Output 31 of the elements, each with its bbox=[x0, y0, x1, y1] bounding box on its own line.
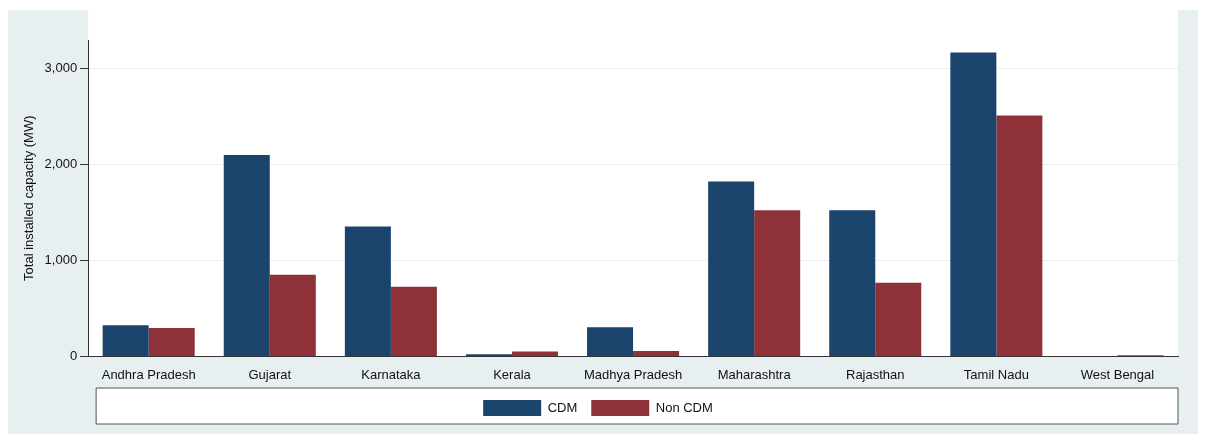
x-tick-label: Maharashtra bbox=[717, 366, 792, 382]
bar bbox=[102, 325, 149, 356]
y-tick-label: 1,000 bbox=[44, 252, 78, 268]
bar bbox=[754, 210, 801, 356]
bar bbox=[875, 282, 922, 356]
bar bbox=[950, 52, 997, 356]
bar bbox=[390, 286, 437, 356]
bar bbox=[587, 327, 634, 356]
y-tick-label: 0 bbox=[69, 347, 78, 363]
bar bbox=[829, 210, 876, 356]
x-tick-label: Andhra Pradesh bbox=[101, 366, 196, 382]
legend-label: Non CDM bbox=[655, 399, 713, 415]
bar bbox=[344, 226, 391, 356]
x-tick-label: Kerala bbox=[493, 366, 532, 382]
bar bbox=[996, 115, 1043, 356]
x-tick-label: Karnataka bbox=[361, 366, 422, 382]
bar bbox=[223, 155, 270, 356]
x-tick-label: Madhya Pradesh bbox=[583, 366, 683, 382]
bar bbox=[511, 351, 558, 356]
bar bbox=[269, 274, 316, 356]
y-tick-label: 2,000 bbox=[44, 156, 78, 172]
bar bbox=[708, 181, 755, 356]
y-axis-title: Total installed capacity (MW) bbox=[21, 115, 37, 281]
x-tick-label: Tamil Nadu bbox=[963, 366, 1029, 382]
x-tick-label: West Bengal bbox=[1080, 366, 1155, 382]
bar bbox=[633, 351, 680, 356]
y-tick-label: 3,000 bbox=[44, 60, 78, 76]
bar bbox=[148, 328, 195, 356]
x-tick-label: Rajasthan bbox=[845, 366, 905, 382]
x-tick-label: Gujarat bbox=[248, 366, 292, 382]
legend-label: CDM bbox=[547, 399, 578, 415]
